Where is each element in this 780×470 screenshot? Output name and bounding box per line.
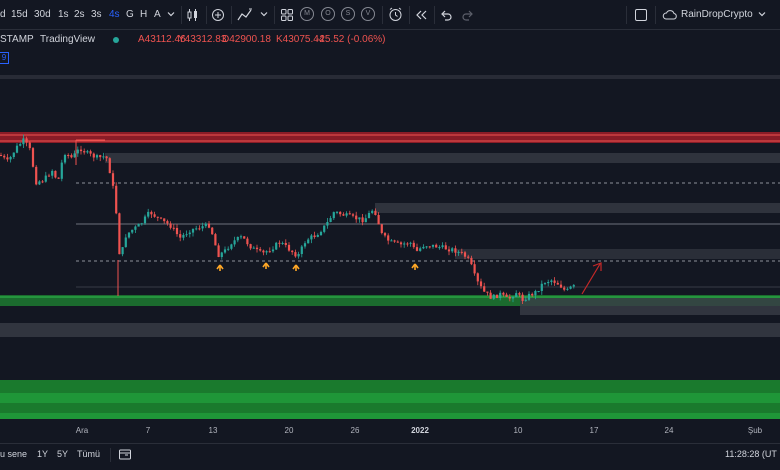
user-name[interactable]: RainDropCrypto <box>681 9 753 20</box>
layout-grid-icon[interactable] <box>280 8 294 27</box>
bar-style-icon[interactable] <box>186 8 200 27</box>
status-dot-icon <box>112 36 120 47</box>
green-support-zone <box>0 295 780 306</box>
interval-4s[interactable]: 4s <box>109 9 120 20</box>
up-arrow-icon <box>262 262 270 269</box>
indicators-icon[interactable] <box>237 8 253 27</box>
symbol-name[interactable]: STAMP <box>0 34 34 45</box>
time-axis-tick: 2022 <box>411 426 429 435</box>
grey-zone <box>0 75 780 79</box>
legend-badge[interactable]: 9 <box>0 52 9 64</box>
grey-zone <box>520 298 780 315</box>
cloud-icon[interactable] <box>662 8 678 27</box>
indicator-badge-o[interactable]: O <box>321 7 335 21</box>
indicator-badge-v[interactable]: V <box>361 7 375 21</box>
time-axis-tick: 13 <box>208 426 218 435</box>
green-zone <box>0 403 780 413</box>
top-toolbar: d 15d 30d 1s 2s 3s 4s G H A M O S V <box>0 0 780 30</box>
provider-name: TradingView <box>40 34 96 45</box>
indicator-badge-s[interactable]: S <box>341 7 355 21</box>
zones-layer <box>0 75 780 419</box>
open-value: A43112.46 <box>138 34 186 45</box>
candles-layer <box>0 134 575 304</box>
alert-clock-icon[interactable] <box>388 7 403 27</box>
up-arrow-icon <box>411 263 419 270</box>
green-zone <box>0 393 780 403</box>
chevron-down-icon[interactable] <box>166 9 176 24</box>
range-year-to-date[interactable]: u sene <box>0 449 28 459</box>
change-value: -25.52 (-0.06%) <box>316 34 386 45</box>
green-zone <box>0 413 780 419</box>
annotations-layer <box>216 262 602 295</box>
interval-30d[interactable]: 30d <box>34 9 51 20</box>
add-indicator-icon[interactable] <box>211 8 225 27</box>
indicator-badge-m[interactable]: M <box>300 7 314 21</box>
chevron-down-icon[interactable] <box>259 9 269 24</box>
high-value: Y43312.83 <box>178 34 227 45</box>
time-axis-tick: 10 <box>513 426 523 435</box>
green-zone <box>0 380 780 393</box>
time-axis-tick: 7 <box>145 426 151 435</box>
interval-1s[interactable]: 1s <box>58 9 69 20</box>
projection-arrow-icon <box>581 262 602 295</box>
interval-2s[interactable]: 2s <box>74 9 85 20</box>
range-5y[interactable]: 5Y <box>57 449 69 459</box>
grey-zone <box>0 323 780 337</box>
red-resistance-zone <box>0 132 780 143</box>
interval-d[interactable]: d <box>0 9 6 20</box>
interval-h[interactable]: H <box>140 9 148 20</box>
range-1y[interactable]: 1Y <box>37 449 49 459</box>
close-value: K43075.44 <box>276 34 325 45</box>
replay-icon[interactable] <box>414 8 428 27</box>
time-axis-tick: Ara <box>75 426 89 435</box>
low-value: D42900.18 <box>222 34 271 45</box>
bottom-toolbar: u sene 1Y 5Y Tümü 11:28:28 (UT <box>0 443 780 470</box>
clock-timezone[interactable]: 11:28:28 (UT <box>725 449 777 459</box>
grey-zone <box>455 249 780 259</box>
grey-zone <box>105 153 780 163</box>
price-chart[interactable] <box>0 30 780 442</box>
fullscreen-square-icon[interactable] <box>634 8 648 27</box>
interval-3s[interactable]: 3s <box>91 9 102 20</box>
interval-g[interactable]: G <box>126 9 134 20</box>
time-axis-tick: 17 <box>589 426 599 435</box>
levels-layer <box>75 139 780 296</box>
interval-a[interactable]: A <box>154 9 161 20</box>
time-axis-tick: 26 <box>350 426 360 435</box>
up-arrow-icon <box>216 264 224 271</box>
time-axis-tick: 20 <box>284 426 294 435</box>
time-axis-tick: 24 <box>664 426 674 435</box>
chevron-down-icon[interactable] <box>757 9 767 24</box>
time-axis-tick: Şub <box>747 426 763 435</box>
up-arrow-icon <box>292 264 300 271</box>
redo-icon[interactable] <box>461 8 475 27</box>
interval-15d[interactable]: 15d <box>11 9 28 20</box>
date-range-calendar-icon[interactable] <box>118 448 132 462</box>
range-all[interactable]: Tümü <box>77 449 101 459</box>
grey-zone <box>375 203 780 213</box>
undo-icon[interactable] <box>439 8 453 27</box>
